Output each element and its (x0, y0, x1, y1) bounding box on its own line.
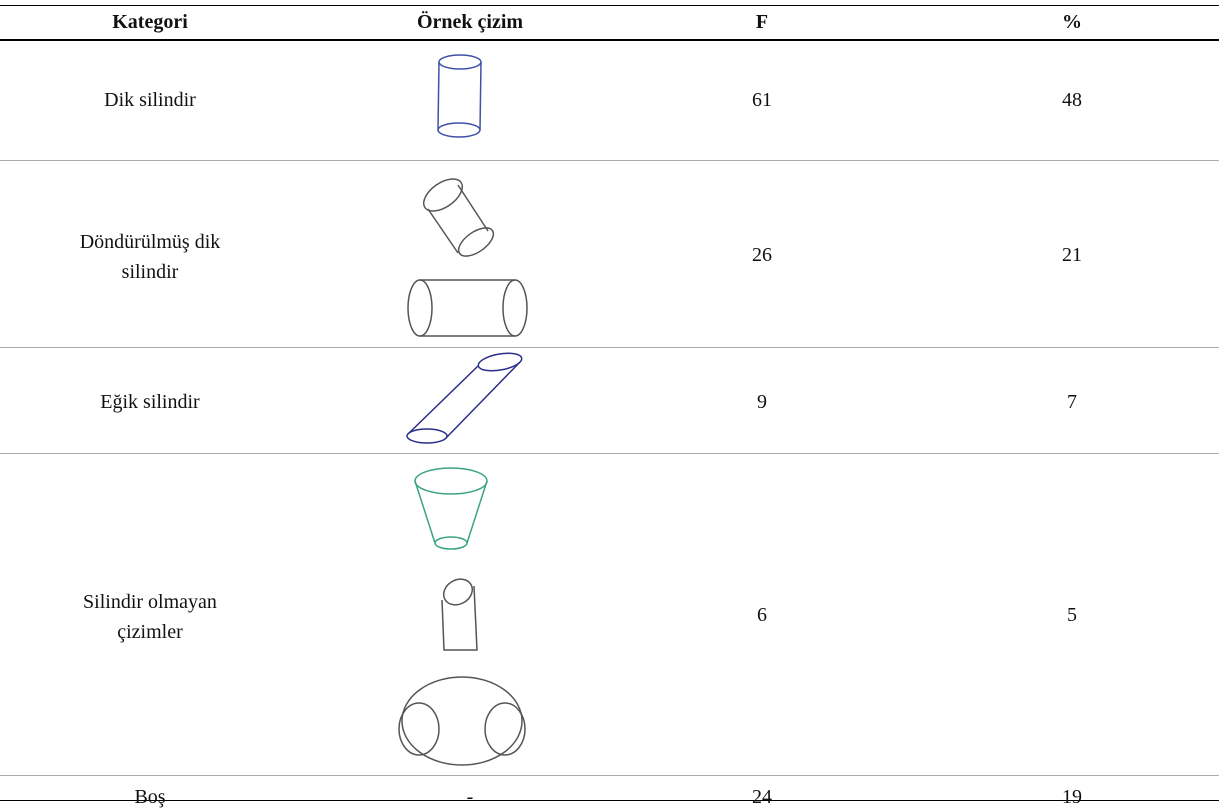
sketch-cone (414, 467, 488, 550)
category: Dik silindir (104, 89, 196, 111)
row-rule (0, 453, 1219, 454)
bottom-rule (0, 800, 1219, 801)
row-rule (0, 160, 1219, 161)
header: % (1062, 11, 1082, 33)
sketch-sphere (398, 676, 526, 766)
header: Kategori (112, 11, 188, 33)
sketch-horizontal-cylinder (407, 279, 528, 337)
category: Boş (134, 786, 166, 808)
category: Döndürülmüş dik silindir (79, 231, 221, 283)
sketch-slanted-cylinder (441, 578, 478, 651)
sketch-rotated-cylinder (422, 178, 495, 257)
frequency: 24 (752, 786, 772, 808)
sketch-oblique-cylinder (406, 352, 523, 444)
header: F (755, 11, 769, 33)
percent: 19 (1062, 786, 1082, 808)
row-rule (0, 775, 1219, 776)
frequency: 6 (757, 604, 767, 626)
frequency: 9 (757, 391, 767, 413)
top-rule (0, 5, 1219, 6)
frequency: 61 (752, 89, 772, 111)
category: Silindir olmayan çizimler (83, 591, 217, 643)
frequency: 26 (752, 244, 772, 266)
percent: 7 (1067, 391, 1077, 413)
percent: 48 (1062, 89, 1082, 111)
percent: 21 (1062, 244, 1082, 266)
drawing-none: - (466, 786, 474, 808)
category: Eğik silindir (100, 391, 200, 413)
sketch-upright-cylinder (437, 54, 482, 138)
header-rule (0, 39, 1219, 41)
percent: 5 (1067, 604, 1077, 626)
header: Örnek çizim (416, 11, 524, 33)
row-rule (0, 347, 1219, 348)
